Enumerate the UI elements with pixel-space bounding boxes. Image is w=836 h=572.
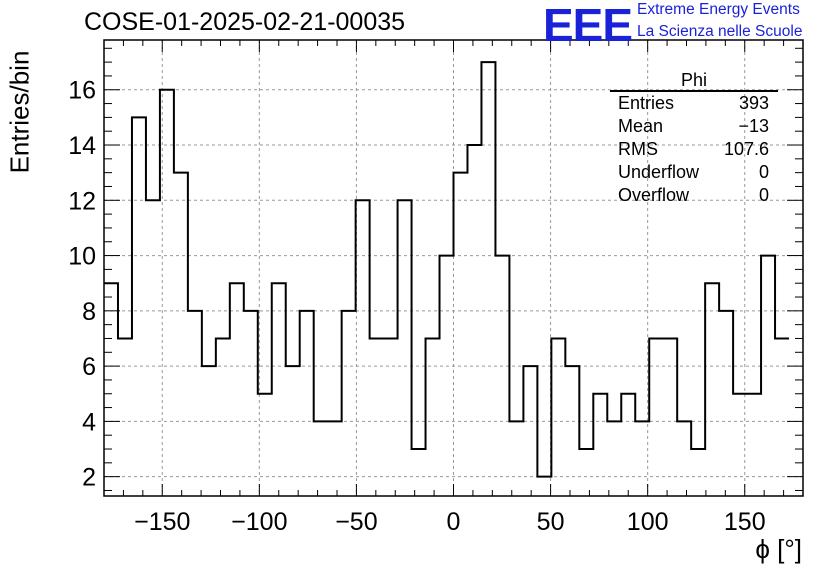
histogram-bin [635,421,649,496]
histogram-bin [384,338,398,496]
x-tick-label: 150 [724,508,766,536]
histogram-bin [454,173,468,496]
stats-row-rms: RMS 107.6 [610,138,778,161]
histogram-bin [467,145,481,496]
histogram-bin [188,311,202,496]
histogram-bin [314,421,328,496]
y-tick-label: 16 [68,77,96,105]
y-axis-label-text: Entries/bin [4,50,35,174]
histogram-bin [328,421,342,496]
stats-row-mean: Mean −13 [610,115,778,138]
histogram-bin [719,311,733,496]
x-tick-label: −100 [231,508,287,536]
y-tick-label: 8 [82,298,96,326]
histogram-bin [412,449,426,496]
histogram-bin [300,311,314,496]
chart-title: COSE-01-2025-02-21-00035 [84,8,406,36]
stats-key: Underflow [618,162,700,182]
histogram-bin [356,200,370,496]
histogram-bin [495,256,509,496]
x-tick-label: 50 [537,508,565,536]
histogram-bin [677,421,691,496]
histogram-bin [370,338,384,496]
histogram-bin [593,394,607,496]
stats-value: 0 [758,162,769,182]
histogram-bin [118,338,132,496]
histogram-bin [551,338,565,496]
histogram-bin [537,477,551,496]
histogram-bin [775,338,789,496]
stats-row-entries: Entries 393 [610,92,778,115]
histogram-bin [104,283,118,496]
histogram-bin [174,173,188,496]
logo-line-1: Extreme Energy Events [637,1,800,18]
histogram-bin [342,311,356,496]
histogram-bin [146,200,160,496]
histogram-bin [481,62,495,496]
histogram-bin [398,200,412,496]
histogram-bin [705,283,719,496]
histogram-bin [691,449,705,496]
x-tick-label: −50 [335,508,377,536]
logo-line-2: La Scienza nelle Scuole [637,23,803,40]
y-tick-label: 2 [82,464,96,492]
x-tick-label: 0 [447,508,461,536]
histogram-bin [579,449,593,496]
histogram-bin [663,338,677,496]
histogram-bin [272,283,286,496]
stats-key: Mean [618,116,664,136]
y-tick-label: 6 [82,353,96,381]
y-tick-label: 12 [68,187,96,215]
histogram-bin [509,421,523,496]
stats-key: RMS [618,139,658,159]
x-tick-label: −150 [134,508,190,536]
y-tick-label: 4 [82,408,96,436]
histogram-outline [104,61,790,478]
plot-frame [103,39,804,497]
y-tick-label: 10 [68,243,96,271]
histogram-bin [230,283,244,496]
stats-row-overflow: Overflow 0 [610,184,778,207]
stats-value: 0 [758,185,769,205]
histogram-bin [216,338,230,496]
histogram-bin [747,394,761,496]
x-axis-label: ϕ [°] [755,534,802,564]
stats-row-underflow: Underflow 0 [610,161,778,184]
histogram-bin [607,421,621,496]
histogram-bin [244,311,258,496]
stats-value: 107.6 [723,139,769,159]
histogram-bin [426,338,440,496]
stats-value: 393 [738,93,769,113]
stats-value: −13 [738,116,769,136]
histogram-bin [649,338,663,496]
x-tick-label: 100 [627,508,669,536]
y-tick-label: 14 [68,132,96,160]
histogram-bin [132,117,146,496]
histogram-bin [258,394,272,496]
eee-logo: EEE [543,0,633,51]
stats-key: Entries [618,93,675,113]
stats-box: Phi Entries 393 Mean −13 RMS 107.6 Under… [610,68,778,207]
stats-title: Phi [610,68,778,92]
histogram-bin [440,256,454,496]
stats-key: Overflow [618,185,690,205]
histogram-bin [621,394,635,496]
histogram-bin [761,256,775,496]
